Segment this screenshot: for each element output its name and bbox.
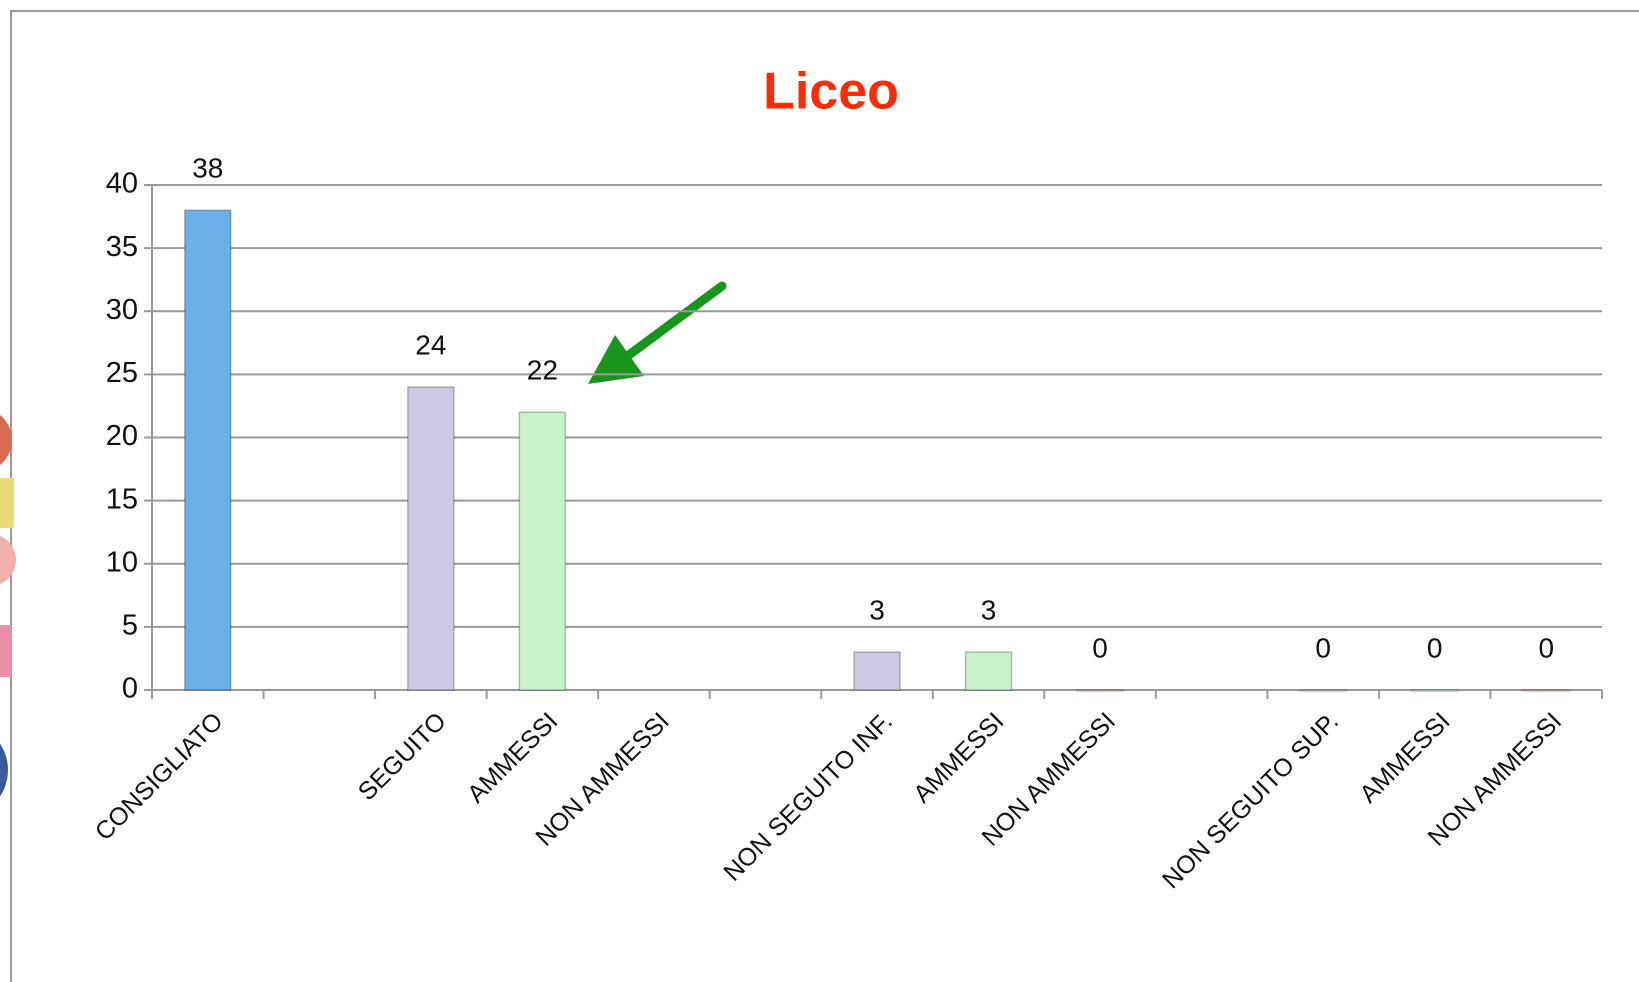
annotation-arrow (588, 281, 727, 384)
bar (1299, 689, 1347, 692)
y-tick-label: 30 (106, 294, 138, 326)
bar (1522, 689, 1570, 692)
y-tick-label: 40 (106, 168, 138, 200)
value-label: 22 (527, 355, 558, 386)
chart-title: Liceo (763, 63, 899, 121)
value-label: 0 (1092, 632, 1108, 663)
bar (1076, 689, 1124, 692)
bar (853, 651, 901, 691)
y-tick-label: 0 (122, 673, 138, 705)
value-label: 0 (1315, 632, 1331, 663)
bar (407, 386, 455, 691)
y-tick-label: 35 (106, 231, 138, 263)
bar (1410, 689, 1459, 692)
value-label: 3 (869, 595, 885, 626)
value-label: 3 (981, 595, 997, 626)
value-label: 0 (1538, 632, 1554, 663)
y-tick-label: 25 (106, 357, 138, 389)
y-tick-label: 10 (106, 546, 138, 578)
value-label: 24 (415, 329, 446, 360)
value-label: 0 (1427, 632, 1443, 663)
y-tick-label: 20 (106, 420, 138, 452)
bar (518, 411, 567, 691)
y-tick-label: 5 (122, 610, 138, 642)
y-tick-label: 15 (106, 483, 138, 515)
bar (184, 209, 232, 691)
frame (10, 10, 1639, 982)
bar (964, 651, 1013, 691)
left-decoration (0, 415, 16, 797)
value-label: 38 (192, 153, 223, 184)
